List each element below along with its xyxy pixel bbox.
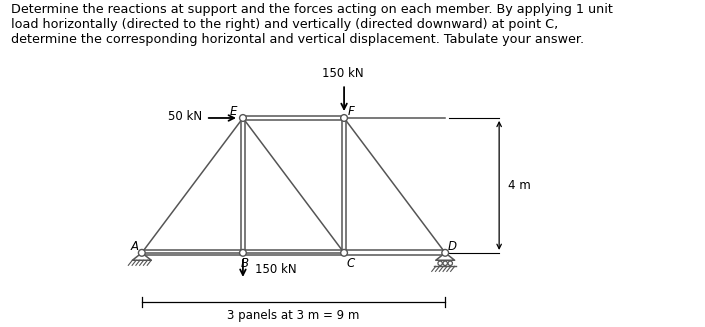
Text: B: B [240, 257, 249, 270]
Circle shape [341, 115, 348, 121]
Circle shape [438, 261, 442, 266]
Text: Determine the reactions at support and the forces acting on each member. By appl: Determine the reactions at support and t… [11, 3, 613, 46]
Circle shape [138, 250, 145, 256]
Circle shape [448, 261, 453, 266]
Text: 150 kN: 150 kN [321, 67, 363, 80]
Text: D: D [448, 240, 457, 253]
Text: 150 kN: 150 kN [255, 263, 296, 276]
Text: 50 kN: 50 kN [168, 110, 202, 123]
Text: E: E [230, 105, 237, 118]
Text: A: A [130, 240, 138, 253]
Circle shape [240, 115, 246, 121]
Text: F: F [348, 105, 354, 118]
Circle shape [341, 250, 348, 256]
Circle shape [442, 250, 448, 256]
Circle shape [240, 250, 246, 256]
Circle shape [443, 261, 448, 266]
Text: C: C [347, 257, 355, 270]
Text: 3 panels at 3 m = 9 m: 3 panels at 3 m = 9 m [227, 309, 360, 322]
Text: 4 m: 4 m [508, 179, 530, 192]
